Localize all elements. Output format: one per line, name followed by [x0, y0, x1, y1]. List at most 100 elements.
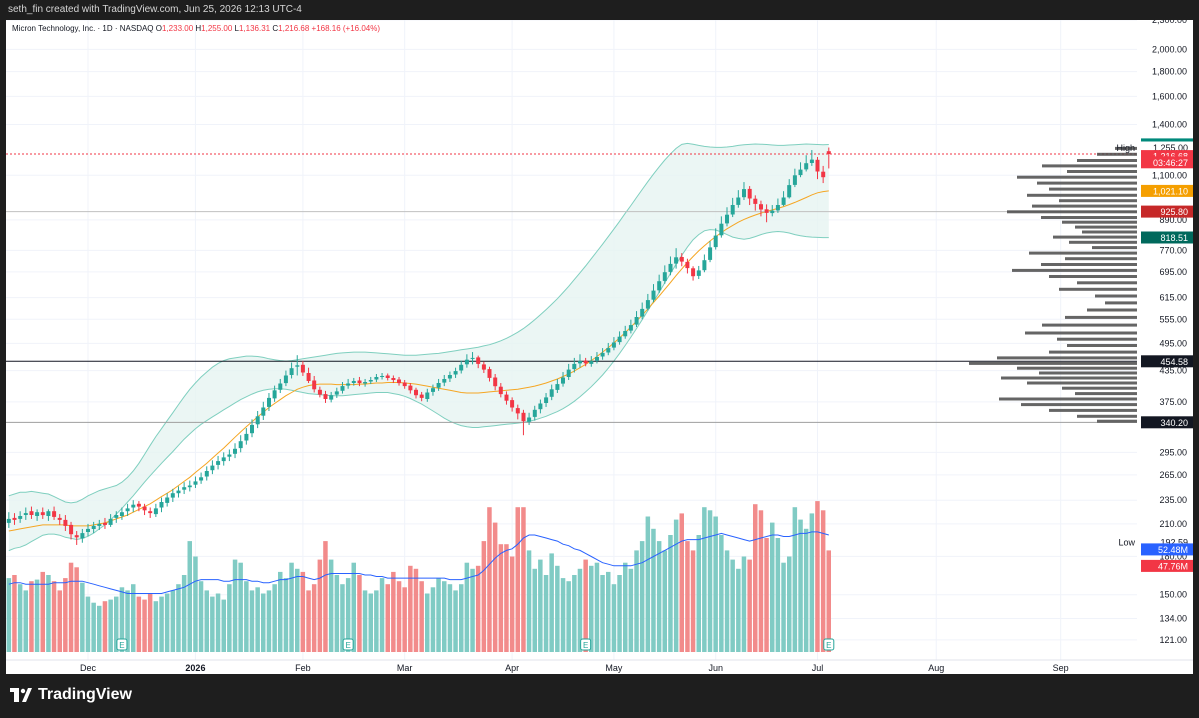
- candle-body: [713, 235, 718, 248]
- earnings-marker-letter: E: [345, 641, 350, 650]
- candle: [210, 460, 215, 475]
- time-tick-label: Mar: [397, 663, 413, 673]
- candle: [498, 383, 503, 398]
- candle-body: [595, 357, 599, 361]
- volume-bar: [85, 596, 91, 652]
- candle-body: [295, 365, 300, 367]
- volume-bar: [23, 590, 28, 652]
- price-tag-label: 340.20: [1160, 418, 1188, 428]
- volume-bar: [176, 584, 181, 652]
- candle-body: [221, 457, 226, 462]
- price-tag: 454.58: [1141, 355, 1193, 368]
- volume-bar: [560, 578, 566, 652]
- price-chart[interactable]: E E E E 2,300.00 2,000.00 1,800.00 1,600.00 1,40…: [6, 15, 1193, 674]
- candle: [103, 517, 107, 529]
- candle: [826, 147, 831, 169]
- price-tag-label: 03:46:27: [1153, 158, 1188, 168]
- volume-bar: [741, 556, 747, 652]
- volume-bar: [80, 582, 85, 652]
- time-tick-label: Jun: [708, 663, 723, 673]
- candle-body: [628, 325, 633, 331]
- volume-bar: [413, 568, 419, 652]
- volume-bars: [6, 501, 831, 652]
- candle-body: [753, 198, 758, 204]
- tradingview-logo[interactable]: TradingView: [10, 686, 132, 704]
- tradingview-logo-text: TradingView: [38, 686, 132, 703]
- candle-body: [691, 268, 696, 277]
- volume-bar: [594, 562, 600, 652]
- candle-body: [187, 485, 192, 488]
- candle: [668, 256, 673, 276]
- price-tick-label: 1,100.00: [1152, 170, 1187, 180]
- candle: [136, 501, 141, 512]
- candle-body: [634, 317, 639, 325]
- candle-body: [346, 383, 351, 386]
- candle-body: [159, 502, 164, 508]
- volume-profile-bar: [1025, 331, 1137, 335]
- candle: [363, 378, 368, 387]
- volume-profile-bar: [1059, 199, 1137, 203]
- candle: [595, 352, 599, 364]
- volume-profile-bar: [1067, 170, 1137, 173]
- volume-bar: [487, 507, 492, 652]
- volume-profile-bar: [1115, 146, 1137, 150]
- volume-bar: [453, 590, 458, 652]
- volume-bar: [147, 593, 153, 652]
- candle: [125, 503, 130, 517]
- volume-profile-bar: [1065, 257, 1137, 261]
- candle-body: [334, 391, 339, 395]
- volume-profile: [969, 146, 1137, 423]
- candle-body: [578, 361, 582, 364]
- candle-body: [464, 359, 469, 365]
- candle: [651, 284, 656, 303]
- candle-body: [747, 188, 752, 199]
- earnings-marker-box: [580, 638, 592, 651]
- change-value: +168.16 (+16.04%): [311, 24, 381, 33]
- symbol-name[interactable]: Micron Technology, Inc. · 1D · NASDAQ: [12, 24, 154, 33]
- candle: [23, 507, 28, 520]
- volume-bar: [815, 501, 820, 652]
- volume-bar: [713, 516, 718, 652]
- volume-bar: [266, 590, 272, 652]
- price-tag-label: 925.80: [1160, 207, 1188, 217]
- candle-body: [204, 471, 209, 477]
- time-tick-label: May: [605, 663, 623, 673]
- volume-bar: [600, 575, 605, 652]
- candle: [713, 228, 718, 250]
- volume-bar: [97, 605, 102, 652]
- candle-body: [29, 511, 34, 515]
- candle: [578, 354, 582, 368]
- volume-bar: [221, 599, 226, 652]
- price-tag: 1,021.10: [1141, 184, 1193, 197]
- volume-profile-bar: [1062, 386, 1137, 390]
- candle: [244, 428, 249, 445]
- candle-body: [233, 448, 237, 454]
- candle-body: [6, 518, 11, 523]
- chart-panel[interactable]: Micron Technology, Inc. · 1D · NASDAQ O1…: [6, 15, 1193, 674]
- candle-body: [193, 481, 198, 485]
- candle-body: [544, 397, 549, 403]
- volume-profile-bar: [1049, 350, 1137, 354]
- candle: [142, 503, 147, 516]
- candle-body: [572, 363, 577, 370]
- candle-body: [170, 493, 175, 498]
- price-tag-note: Low: [1118, 538, 1135, 548]
- candle-body: [142, 506, 147, 511]
- volume-bar: [119, 587, 125, 652]
- volume-bar: [690, 550, 696, 652]
- volume-bar: [730, 559, 735, 652]
- price-tick-label: 695.00: [1159, 267, 1187, 277]
- candle: [583, 357, 588, 367]
- volume-bar: [74, 567, 79, 652]
- volume-profile-bar: [1075, 392, 1137, 396]
- candle-body: [702, 260, 707, 271]
- volume-bar: [492, 522, 498, 652]
- candle: [221, 452, 226, 466]
- volume-bar: [803, 528, 809, 652]
- price-tick-label: 435.00: [1159, 366, 1187, 376]
- volume-bar: [425, 593, 430, 652]
- candle-body: [250, 424, 254, 434]
- price-tick-label: 495.00: [1159, 338, 1187, 348]
- volume-bar: [63, 578, 68, 652]
- volume-bar: [662, 550, 667, 652]
